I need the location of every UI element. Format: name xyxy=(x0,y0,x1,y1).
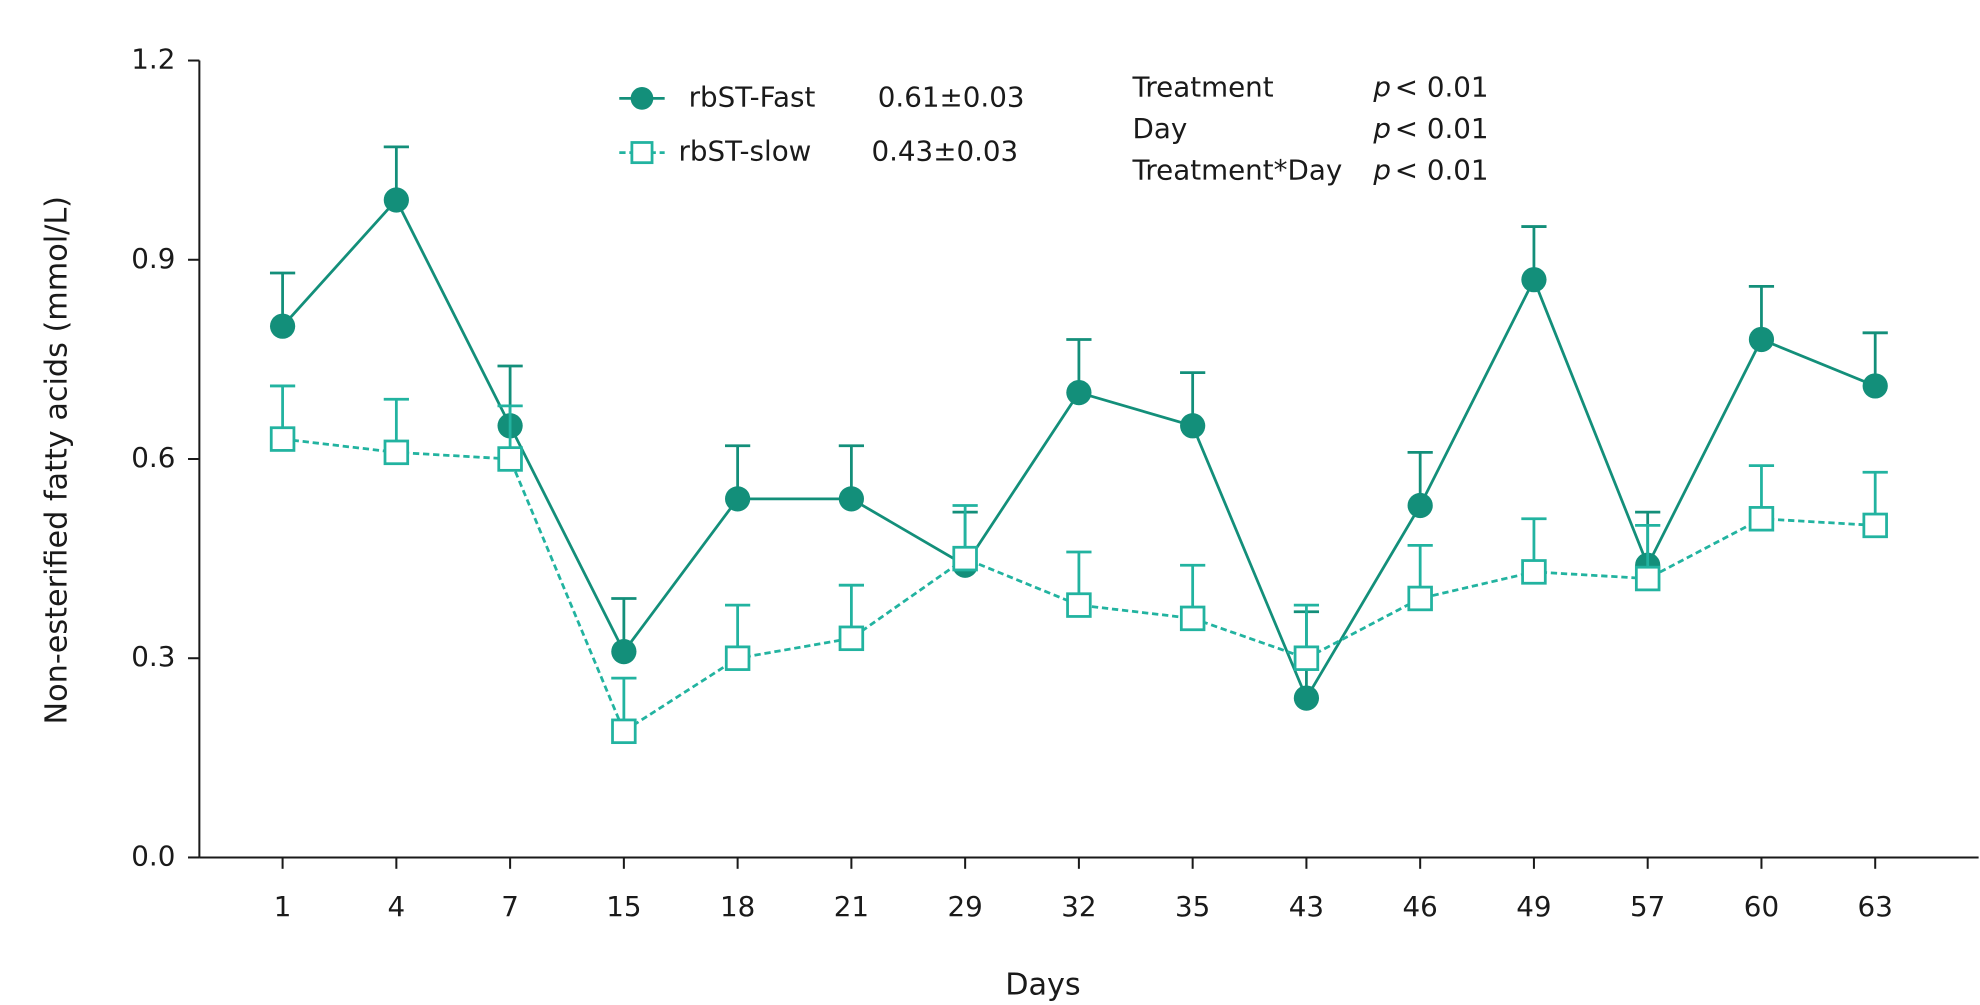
y-tick-label: 0.6 xyxy=(131,441,175,474)
series-line xyxy=(282,437,1876,734)
marker xyxy=(497,446,523,472)
marker xyxy=(1066,379,1092,406)
y-tick-label: 0.0 xyxy=(131,839,175,872)
legend-label: rbST-Fast xyxy=(689,80,816,113)
marker xyxy=(1862,512,1888,539)
legend-summary: 0.43±0.03 xyxy=(871,135,1018,168)
y-tick-label: 0.3 xyxy=(131,640,175,673)
marker xyxy=(1748,506,1775,532)
x-tick-label: 46 xyxy=(1403,890,1438,923)
y-tick-label: 1.2 xyxy=(131,43,175,76)
x-tick-label: 15 xyxy=(606,890,641,923)
x-tick-label: 4 xyxy=(388,890,406,923)
marker xyxy=(1179,605,1206,632)
marker xyxy=(838,625,865,652)
marker xyxy=(725,486,751,512)
x-axis-title: Days xyxy=(1005,968,1081,1003)
series xyxy=(269,145,1888,711)
marker xyxy=(1180,413,1206,439)
marker xyxy=(1521,267,1547,293)
stat-value: < 0.01 xyxy=(1395,153,1489,186)
legend-marker xyxy=(630,141,654,165)
stat-label: Treatment*Day xyxy=(1131,153,1342,186)
legend-marker xyxy=(630,87,654,110)
legend-summary: 0.61±0.03 xyxy=(878,80,1025,113)
stat-value: < 0.01 xyxy=(1395,70,1489,103)
marker xyxy=(1862,373,1888,399)
marker xyxy=(383,439,410,466)
x-tick-label: 29 xyxy=(947,890,982,923)
marker xyxy=(1293,685,1320,711)
x-tick-label: 18 xyxy=(720,890,755,923)
x-tick-label: 57 xyxy=(1630,890,1665,923)
marker xyxy=(1748,326,1775,353)
marker xyxy=(724,645,751,671)
marker xyxy=(269,313,296,339)
y-tick-label: 0.9 xyxy=(131,242,175,275)
x-tick-label: 7 xyxy=(501,890,519,923)
stat-label: Treatment xyxy=(1131,70,1273,103)
x-tick-label: 21 xyxy=(834,890,869,923)
legend-label: rbST-slow xyxy=(679,135,812,168)
stat-symbol: p xyxy=(1372,112,1391,145)
marker xyxy=(1293,645,1320,671)
marker xyxy=(611,718,637,745)
marker xyxy=(383,187,409,213)
stat-label: Day xyxy=(1132,112,1187,145)
x-tick-label: 32 xyxy=(1061,890,1096,923)
marker xyxy=(1634,565,1661,592)
stat-symbol: p xyxy=(1372,153,1391,186)
x-tick-label: 43 xyxy=(1289,890,1324,923)
marker xyxy=(1066,592,1092,618)
marker xyxy=(952,545,978,572)
marker xyxy=(838,486,864,512)
x-tick-label: 49 xyxy=(1516,890,1551,923)
x-tick-label: 35 xyxy=(1175,890,1210,923)
x-tick-label: 63 xyxy=(1858,890,1893,923)
marker xyxy=(269,426,296,452)
series xyxy=(269,384,1888,745)
y-axis-title: Non-esterified fatty acids (mmol/L) xyxy=(40,196,75,724)
x-tick-label: 1 xyxy=(274,890,292,923)
x-tick-label: 60 xyxy=(1744,890,1779,923)
marker xyxy=(1407,492,1433,519)
marker xyxy=(1521,559,1547,585)
stat-symbol: p xyxy=(1372,70,1391,103)
marker xyxy=(1407,585,1433,612)
stat-value: < 0.01 xyxy=(1395,112,1489,145)
marker xyxy=(611,638,637,665)
